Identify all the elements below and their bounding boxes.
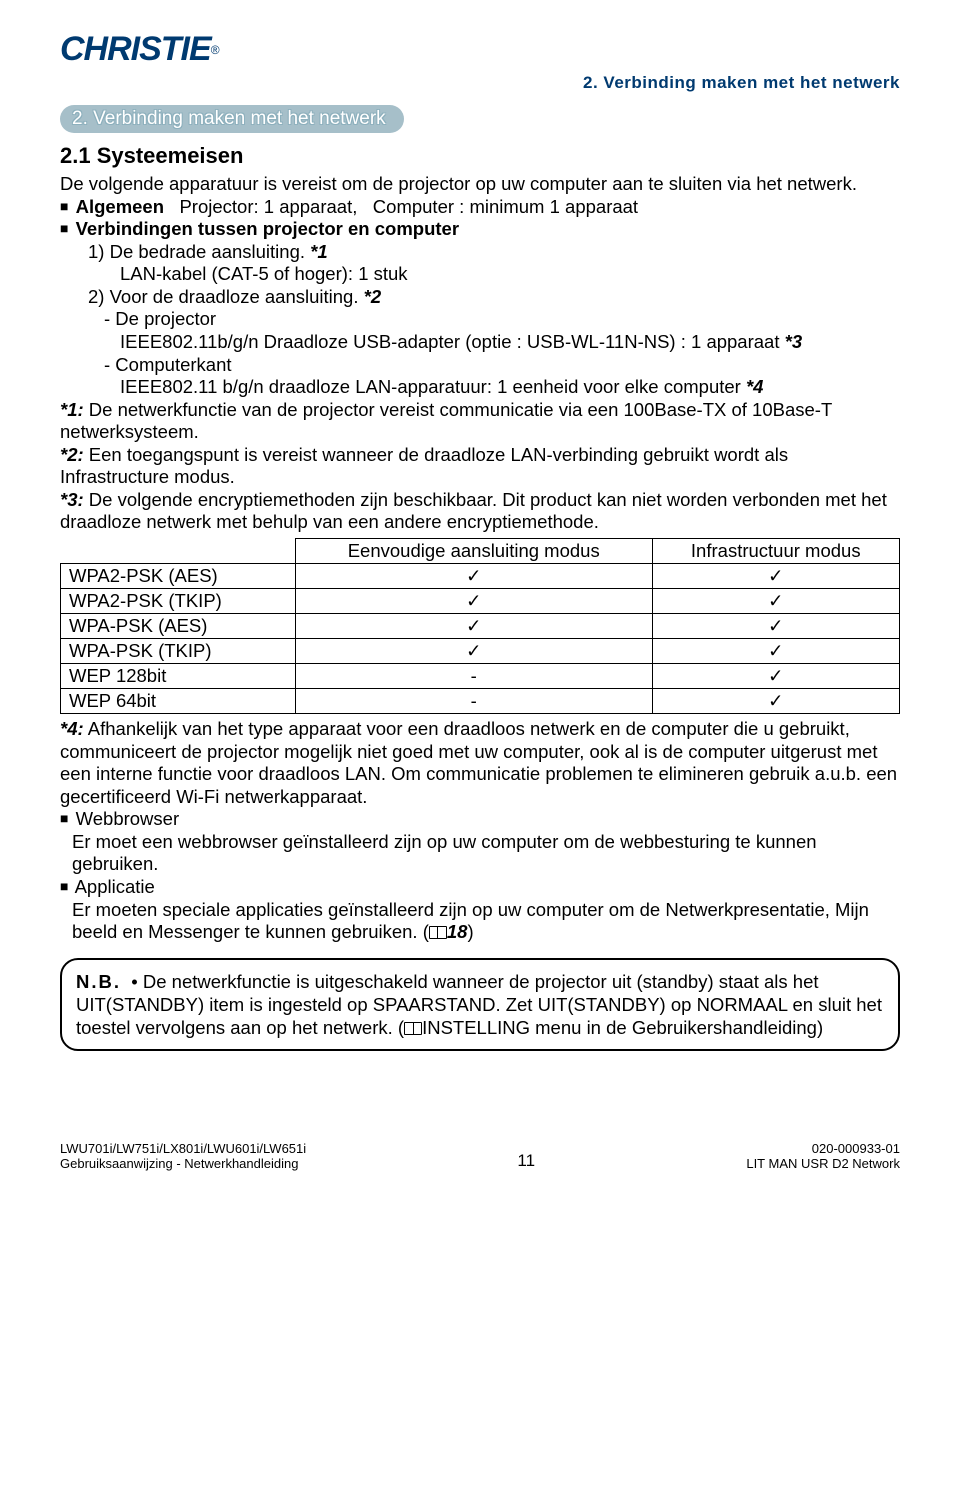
algemeen-projector: Projector: 1 apparaat, — [179, 196, 357, 217]
table-row: WPA2-PSK (AES)✓✓ — [61, 564, 900, 589]
footer-right: 020-000933-01 LIT MAN USR D2 Network — [746, 1141, 900, 1171]
col-eenvoudige: Eenvoudige aansluiting modus — [295, 539, 652, 564]
algemeen-line: ■ Algemeen Projector: 1 apparaat, Comput… — [60, 196, 900, 219]
table-row: WPA2-PSK (TKIP)✓✓ — [61, 589, 900, 614]
footnote1: *1: De netwerkfunctie van de projector v… — [60, 399, 900, 444]
book-icon — [404, 1022, 422, 1035]
item2: 2) Voor de draadloze aansluiting. *2 — [60, 286, 900, 309]
item1: 1) De bedrade aansluiting. *1 — [60, 241, 900, 264]
table-row: WEP 128bit-✓ — [61, 664, 900, 689]
square-bullet-icon: ■ — [60, 878, 68, 894]
book-icon — [429, 926, 447, 939]
table-row: WEP 64bit-✓ — [61, 689, 900, 714]
section-pill: 2. Verbinding maken met het netwerk — [60, 105, 404, 133]
nb-label: N.B. — [76, 971, 121, 992]
comp-label: - Computerkant — [60, 354, 900, 377]
table-row: WPA-PSK (TKIP)✓✓ — [61, 639, 900, 664]
proj-label: - De projector — [60, 308, 900, 331]
table-row: WPA-PSK (AES)✓✓ — [61, 614, 900, 639]
note-box: N.B. • De netwerkfunctie is uitgeschakel… — [60, 958, 900, 1051]
square-bullet-icon: ■ — [60, 220, 68, 236]
comp-spec: IEEE802.11 b/g/n draadloze LAN-apparatuu… — [60, 376, 900, 399]
algemeen-computer: Computer : minimum 1 apparaat — [373, 196, 638, 217]
webbrowser-label: ■ Webbrowser — [60, 808, 900, 831]
footer-left: LWU701i/LW751i/LX801i/LWU601i/LW651i Geb… — [60, 1141, 306, 1171]
footnote4: *4: Afhankelijk van het type apparaat vo… — [60, 718, 900, 808]
square-bullet-icon: ■ — [60, 810, 68, 826]
footnote3: *3: De volgende encryptiemethoden zijn b… — [60, 489, 900, 534]
logo-text: CHRISTIE — [60, 30, 211, 69]
header-bar: 2. Verbinding maken met het netwerk — [60, 73, 900, 93]
footer: LWU701i/LW751i/LX801i/LWU601i/LW651i Geb… — [60, 1141, 900, 1171]
verbindingen-label: ■ Verbindingen tussen projector en compu… — [60, 218, 900, 241]
applicatie-label: ■ Applicatie — [60, 876, 900, 899]
page-number: 11 — [517, 1151, 535, 1171]
proj-spec: IEEE802.11b/g/n Draadloze USB-adapter (o… — [60, 331, 900, 354]
intro-text: De volgende apparatuur is vereist om de … — [60, 173, 900, 196]
square-bullet-icon: ■ — [60, 198, 68, 214]
webbrowser-text: Er moet een webbrowser geïnstalleerd zij… — [60, 831, 900, 876]
encryption-table: Eenvoudige aansluiting modus Infrastruct… — [60, 538, 900, 714]
logo: CHRISTIE® — [60, 30, 900, 69]
col-infrastructuur: Infrastructuur modus — [652, 539, 899, 564]
applicatie-text: Er moeten speciale applicaties geïnstall… — [60, 899, 900, 944]
item1a: LAN-kabel (CAT-5 of hoger): 1 stuk — [60, 263, 900, 286]
algemeen-label: Algemeen — [76, 196, 164, 217]
subheading: 2.1 Systeemeisen — [60, 143, 900, 169]
footnote2: *2: Een toegangspunt is vereist wanneer … — [60, 444, 900, 489]
logo-reg: ® — [211, 43, 220, 57]
